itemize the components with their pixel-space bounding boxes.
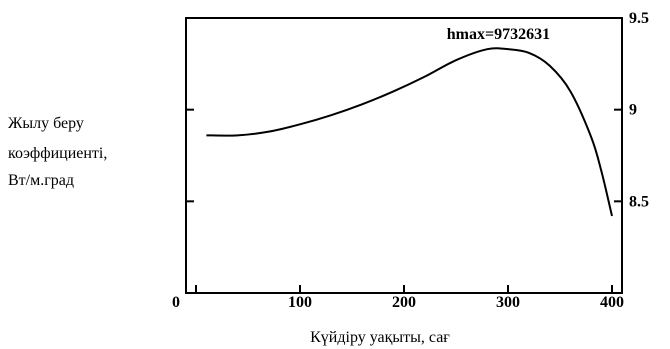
y-tick-label: 9.5: [629, 10, 649, 27]
x-axis-ticks: 0 100 200 300 400: [172, 285, 624, 311]
y-axis-label-line-3: Вт/м.град: [8, 172, 75, 189]
x-axis-label: Күйдіру уақыты, сағ: [310, 329, 450, 346]
y-axis-ticks: 8.5 9 9.5: [186, 10, 649, 210]
x-tick-label: 200: [392, 294, 416, 311]
x-tick-label: 300: [496, 294, 520, 311]
series-group: [206, 47, 613, 217]
hmax-annotation: hmax=9732631: [447, 26, 550, 43]
series-line: [206, 47, 613, 217]
y-axis-label-line-1: Жылу беру: [8, 115, 84, 132]
y-tick-label: 9: [629, 102, 637, 119]
plot-area-frame: [185, 17, 623, 294]
x-tick-label: 400: [600, 294, 624, 311]
x-tick-label: 100: [288, 294, 312, 311]
y-axis-label-line-2: коэффициенті,: [8, 145, 108, 162]
y-tick-label: 8.5: [629, 193, 649, 210]
x-tick-label: 0: [172, 294, 180, 311]
